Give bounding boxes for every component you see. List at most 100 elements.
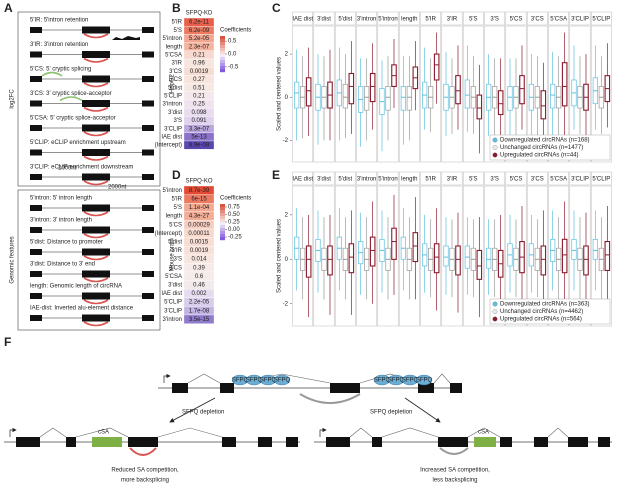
facet-strip bbox=[505, 171, 527, 186]
exon bbox=[30, 51, 42, 58]
colorbar-step bbox=[220, 216, 225, 220]
colorbar-label: 0.50 bbox=[228, 212, 240, 218]
facet-strip bbox=[462, 171, 484, 186]
box-body bbox=[561, 62, 568, 107]
exon bbox=[142, 293, 154, 299]
colorbar-step bbox=[220, 57, 225, 61]
cell-value: 0.46 bbox=[193, 282, 205, 288]
facet-strip bbox=[377, 171, 399, 186]
box-body bbox=[540, 245, 547, 276]
facet-strip bbox=[526, 171, 548, 186]
arrow-label: SFPQ depletion bbox=[182, 410, 224, 416]
category-label: 3'IR bbox=[447, 177, 458, 183]
colorbar-step bbox=[220, 222, 225, 226]
row-label: 3'CS bbox=[169, 265, 182, 271]
facet-strip bbox=[548, 11, 570, 26]
exon bbox=[82, 124, 110, 132]
box-body bbox=[342, 83, 348, 109]
y-tick-label: 2 bbox=[285, 52, 289, 58]
exon bbox=[30, 76, 42, 82]
feature-label: 3'CS: 3' cryptic splice-acceptor bbox=[30, 91, 112, 97]
box-body bbox=[443, 245, 449, 267]
colorbar-step bbox=[220, 45, 225, 49]
box-body bbox=[400, 86, 406, 111]
row-label: 3'CLIP bbox=[164, 126, 182, 132]
feature-label: 5'CSA: 5' cryptic splice-acceptor bbox=[30, 116, 116, 122]
facet-strip bbox=[334, 11, 356, 26]
category-label: 3'CLIP bbox=[571, 17, 589, 23]
row-label: 5'CS bbox=[169, 222, 182, 228]
y-tick-label: 2 bbox=[285, 212, 289, 218]
backsplice-arc bbox=[83, 211, 109, 217]
colorbar-step bbox=[220, 60, 225, 64]
cell-value: 0.6 bbox=[195, 274, 204, 280]
facet-strip bbox=[484, 171, 506, 186]
exon bbox=[142, 149, 154, 156]
feature-label: 3'IR: 3'intron retention bbox=[30, 42, 88, 48]
cell-value: 6e-15 bbox=[191, 196, 207, 202]
legend-label: Downregulated circRNAs (n=363) bbox=[500, 302, 590, 308]
exon bbox=[82, 248, 110, 256]
y-tick-label: -2 bbox=[283, 138, 289, 144]
legend-swatch bbox=[492, 316, 498, 322]
box-body bbox=[433, 53, 440, 81]
cryptic-exon bbox=[92, 437, 122, 447]
splice-line bbox=[187, 373, 221, 384]
legend-box bbox=[489, 298, 611, 325]
colorbar-step bbox=[220, 69, 225, 73]
backsplice-arc bbox=[439, 447, 469, 455]
box-body bbox=[406, 86, 412, 111]
facet-strip bbox=[569, 11, 591, 26]
csa-label: cSA bbox=[98, 430, 109, 436]
box-body bbox=[550, 83, 556, 109]
row-label: 3'intron bbox=[163, 317, 183, 323]
caption: Reduced SA competition, bbox=[111, 468, 179, 474]
exon bbox=[128, 437, 158, 447]
colorbar-step bbox=[220, 51, 225, 55]
backsplice-arc bbox=[83, 321, 109, 327]
facet-strip bbox=[313, 171, 335, 186]
y-axis-label: Scaled and centered values bbox=[277, 57, 283, 131]
box-body bbox=[305, 245, 312, 278]
csa-label: cSA bbox=[478, 430, 489, 436]
category-label: 3'S bbox=[490, 17, 498, 23]
cell-value: 0.0015 bbox=[190, 239, 209, 245]
exon bbox=[372, 437, 382, 447]
cell-value: 1.7e-08 bbox=[189, 308, 210, 314]
feature-label: 3'intron: 3' intron length bbox=[30, 218, 92, 224]
caption: Increased SA competition, bbox=[420, 468, 490, 474]
cell-value: 0.27 bbox=[193, 77, 205, 83]
facet-strip bbox=[505, 11, 527, 26]
exon bbox=[142, 174, 154, 180]
colorbar-step bbox=[220, 234, 225, 238]
colorbar-step bbox=[220, 39, 225, 43]
colorbar-step bbox=[220, 54, 225, 58]
cell-value: 0.51 bbox=[193, 85, 205, 91]
row-label: 5'CSA bbox=[165, 52, 182, 58]
cell-value: 0.25 bbox=[193, 102, 205, 108]
facet-strip bbox=[441, 171, 463, 186]
facet-strip bbox=[484, 11, 506, 26]
exon bbox=[30, 174, 42, 180]
protein-label: SFPQ bbox=[402, 378, 419, 384]
panel-letter: E bbox=[272, 168, 280, 182]
facet-strip bbox=[420, 171, 442, 186]
box-body bbox=[305, 77, 312, 107]
exon bbox=[142, 27, 154, 33]
splice-line bbox=[433, 373, 451, 384]
facet-strip bbox=[548, 171, 570, 186]
cell-value: 0.091 bbox=[191, 118, 207, 124]
feature-label: 5'IR: 5'intron retention bbox=[30, 18, 88, 24]
row-label: 3'S bbox=[174, 257, 182, 263]
feature-label: 3'dist: Distance to 3' end bbox=[30, 262, 95, 268]
exon bbox=[30, 293, 42, 299]
backsplice-arc bbox=[83, 277, 109, 283]
category-label: 5'dist bbox=[338, 17, 352, 23]
facet-strip bbox=[526, 11, 548, 26]
protein-label: SFPQ bbox=[388, 378, 405, 384]
scale-label: 2000nt bbox=[108, 185, 127, 191]
colorbar-step bbox=[220, 42, 225, 46]
exon bbox=[220, 383, 234, 393]
backsplice-arc bbox=[299, 393, 361, 404]
exon bbox=[172, 383, 188, 393]
